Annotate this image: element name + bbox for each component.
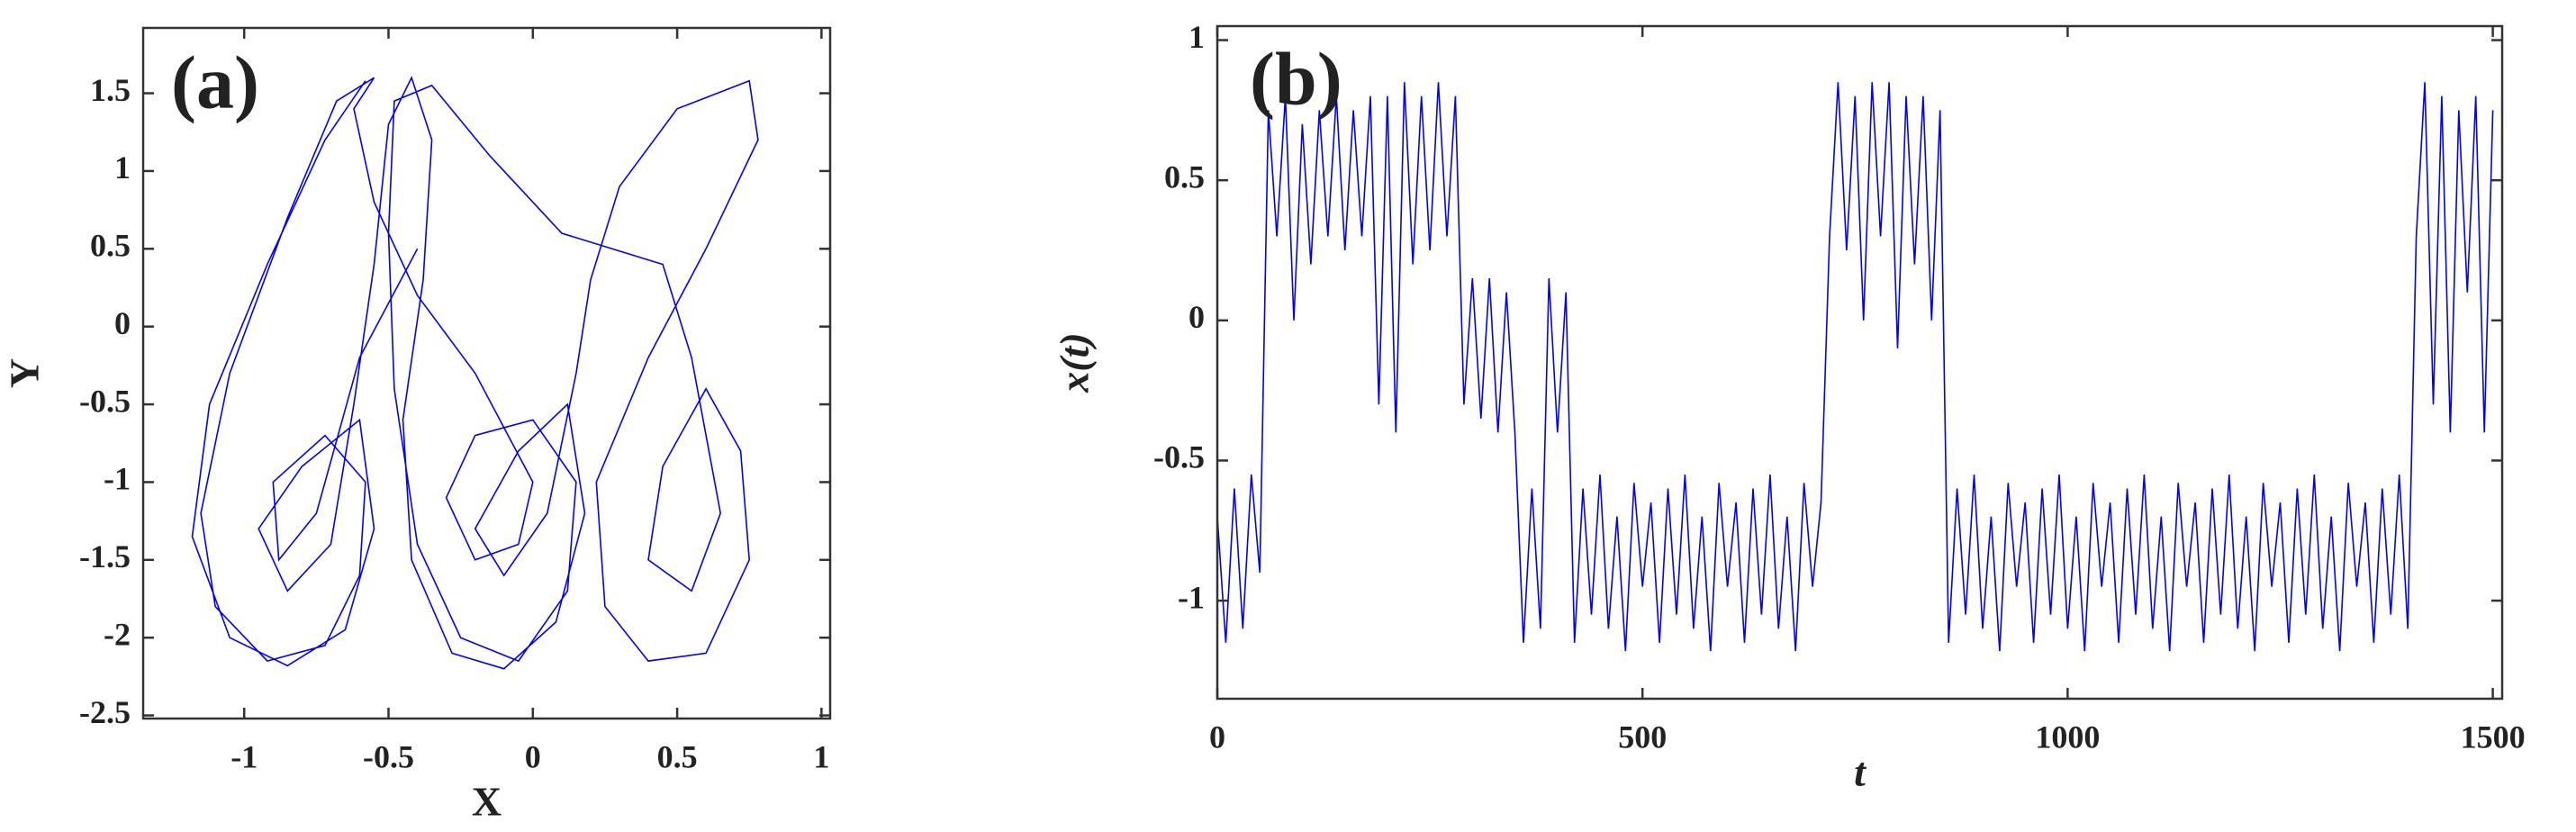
x-tick-label: 500	[1618, 719, 1667, 755]
y-tick-label: 0	[114, 305, 131, 341]
x-tick-label: 0.5	[657, 738, 698, 774]
y-axis-label: Y	[2, 358, 48, 388]
y-tick-label: -1.5	[79, 538, 131, 574]
y-tick-label: -2.5	[79, 694, 131, 730]
y-tick-label: -0.5	[1153, 439, 1205, 475]
y-axis-label: x(t)	[1052, 332, 1098, 393]
x-tick-label: 0	[525, 738, 541, 774]
x-axis-label: X	[472, 779, 502, 825]
data-line	[191, 76, 759, 670]
y-tick-label: -2	[104, 616, 131, 652]
y-tick-label: -1	[1178, 579, 1205, 615]
x-tick-label: -1	[230, 738, 258, 774]
x-tick-label: 1000	[2035, 719, 2100, 755]
panel-label: (a)	[171, 41, 259, 124]
axes-frame	[1216, 24, 2504, 701]
y-tick-label: 0.5	[1164, 158, 1205, 194]
axes-frame	[141, 26, 832, 720]
y-tick-label: 0.5	[90, 228, 131, 264]
y-tick-label: -0.5	[79, 383, 131, 419]
data-line	[1217, 82, 2494, 652]
x-tick-label: -0.5	[363, 738, 414, 774]
y-tick-label: 1	[114, 149, 131, 185]
y-tick-label: -1	[104, 461, 131, 497]
x-axis-label: t	[1854, 749, 1866, 795]
panel-label: (b)	[1250, 37, 1342, 121]
y-tick-label: 1.5	[90, 72, 131, 108]
x-tick-label: 1500	[2461, 719, 2526, 755]
x-tick-label: 0	[1209, 719, 1225, 755]
y-tick-label: 1	[1189, 19, 1205, 55]
x-tick-label: 1	[813, 738, 829, 774]
y-tick-label: 0	[1189, 299, 1205, 335]
